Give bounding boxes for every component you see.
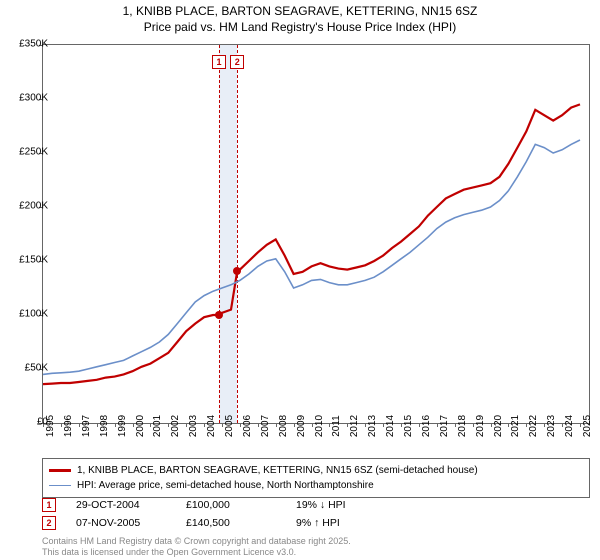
legend-label-price-paid: 1, KNIBB PLACE, BARTON SEAGRAVE, KETTERI… (77, 463, 478, 478)
sale-1-delta: 19% ↓ HPI (296, 499, 346, 511)
legend-item-price-paid: 1, KNIBB PLACE, BARTON SEAGRAVE, KETTERI… (49, 463, 583, 478)
copyright-block: Contains HM Land Registry data © Crown c… (42, 536, 351, 558)
x-tick-label: 2015 (403, 415, 414, 437)
x-tick-label: 2017 (439, 415, 450, 437)
y-tick-label: £50K (8, 363, 48, 374)
x-tick-label: 1997 (81, 415, 92, 437)
chart-plot-area: 12 (42, 44, 590, 424)
sale-2-marker: 2 (42, 516, 56, 530)
title-line-1: 1, KNIBB PLACE, BARTON SEAGRAVE, KETTERI… (0, 4, 600, 20)
legend: 1, KNIBB PLACE, BARTON SEAGRAVE, KETTERI… (42, 458, 590, 498)
x-tick-label: 2019 (475, 415, 486, 437)
line-chart-svg (43, 45, 589, 423)
x-tick-label: 2007 (260, 415, 271, 437)
sale-2-delta: 9% ↑ HPI (296, 517, 340, 529)
x-tick-label: 2008 (278, 415, 289, 437)
x-tick-label: 2009 (296, 415, 307, 437)
sale-1-marker: 1 (42, 498, 56, 512)
x-tick-label: 1995 (45, 415, 56, 437)
x-tick-label: 1999 (117, 415, 128, 437)
x-tick-label: 2020 (493, 415, 504, 437)
y-tick-label: £250K (8, 147, 48, 158)
y-tick-label: £350K (8, 39, 48, 50)
sale-row-2: 2 07-NOV-2005 £140,500 9% ↑ HPI (42, 516, 340, 530)
x-tick-label: 2006 (242, 415, 253, 437)
y-tick-label: £100K (8, 309, 48, 320)
x-tick-label: 2021 (510, 415, 521, 437)
legend-swatch-red (49, 469, 71, 471)
legend-item-hpi: HPI: Average price, semi-detached house,… (49, 478, 583, 493)
copyright-line-1: Contains HM Land Registry data © Crown c… (42, 536, 351, 547)
y-tick-label: £150K (8, 255, 48, 266)
x-tick-label: 2004 (206, 415, 217, 437)
y-tick-label: £300K (8, 93, 48, 104)
copyright-line-2: This data is licensed under the Open Gov… (42, 547, 351, 558)
x-tick-label: 2001 (152, 415, 163, 437)
x-tick-label: 2010 (314, 415, 325, 437)
x-tick-label: 2003 (188, 415, 199, 437)
sale-row-1: 1 29-OCT-2004 £100,000 19% ↓ HPI (42, 498, 346, 512)
x-tick-label: 2022 (528, 415, 539, 437)
y-tick-label: £0 (8, 417, 48, 428)
legend-label-hpi: HPI: Average price, semi-detached house,… (77, 478, 374, 493)
sale-1-dot (215, 311, 223, 319)
x-tick-label: 2005 (224, 415, 235, 437)
x-tick-label: 2018 (457, 415, 468, 437)
y-tick-label: £200K (8, 201, 48, 212)
x-tick-label: 2023 (546, 415, 557, 437)
x-tick-label: 2024 (564, 415, 575, 437)
sale-2-date: 07-NOV-2005 (76, 517, 166, 529)
sale-1-price: £100,000 (186, 499, 276, 511)
x-tick-label: 1996 (63, 415, 74, 437)
x-tick-label: 2013 (367, 415, 378, 437)
x-tick-label: 2002 (170, 415, 181, 437)
legend-swatch-blue (49, 485, 71, 487)
x-tick-label: 2000 (135, 415, 146, 437)
title-line-2: Price paid vs. HM Land Registry's House … (0, 20, 600, 36)
x-tick-label: 2016 (421, 415, 432, 437)
sale-1-label-square: 1 (212, 55, 226, 69)
x-tick-label: 2012 (349, 415, 360, 437)
sale-2-label-square: 2 (230, 55, 244, 69)
x-tick-label: 2014 (385, 415, 396, 437)
sale-2-price: £140,500 (186, 517, 276, 529)
sale-2-dot (233, 267, 241, 275)
x-tick-label: 2011 (331, 415, 342, 437)
x-tick-label: 2025 (582, 415, 593, 437)
x-tick-label: 1998 (99, 415, 110, 437)
sale-1-date: 29-OCT-2004 (76, 499, 166, 511)
chart-title-block: 1, KNIBB PLACE, BARTON SEAGRAVE, KETTERI… (0, 0, 600, 35)
